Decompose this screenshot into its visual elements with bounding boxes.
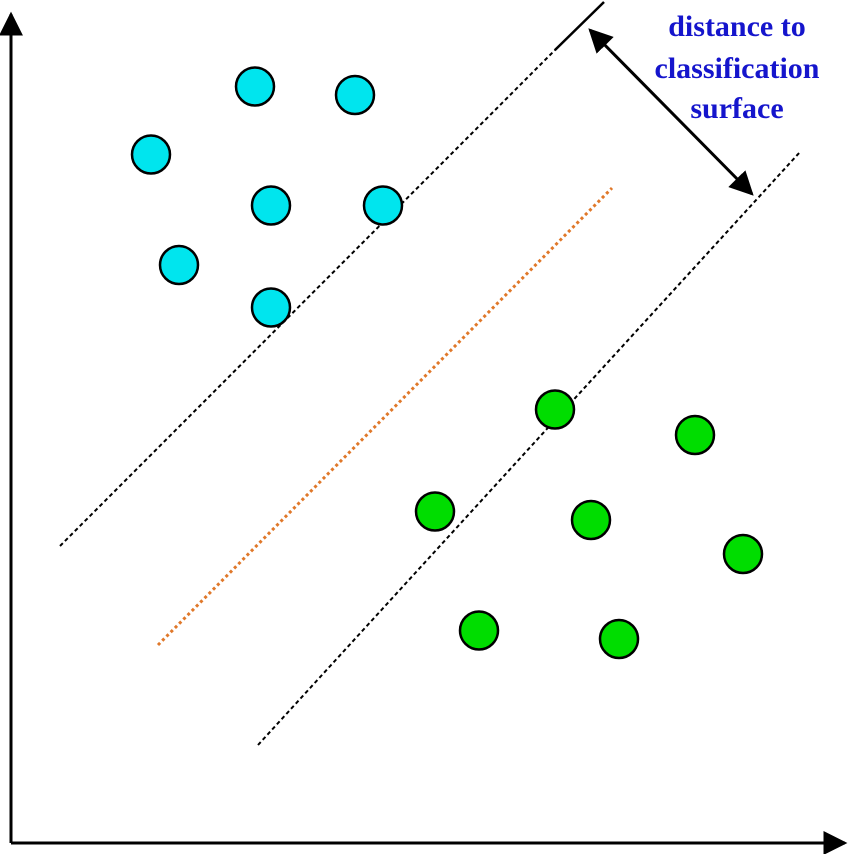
annotation-line-1: distance to bbox=[668, 10, 806, 43]
green-point-1 bbox=[534, 389, 576, 430]
distance-arrow bbox=[588, 28, 754, 196]
lower-margin-line bbox=[257, 151, 801, 746]
cyan-point-7 bbox=[250, 287, 292, 328]
upper-margin-line bbox=[59, 47, 558, 547]
annotation-line-3: surface bbox=[690, 92, 783, 125]
cyan-point-3 bbox=[334, 74, 376, 116]
cyan-point-2 bbox=[234, 66, 276, 107]
upper-margin-line-extension bbox=[554, 1, 605, 51]
green-point-6 bbox=[458, 610, 500, 651]
green-point-2 bbox=[674, 414, 716, 456]
green-point-5 bbox=[722, 533, 764, 575]
annotation-line-2: classification bbox=[655, 52, 820, 85]
data-points bbox=[130, 66, 764, 660]
cyan-point-5 bbox=[362, 185, 404, 226]
cyan-point-6 bbox=[158, 244, 200, 286]
cyan-point-1 bbox=[130, 134, 172, 175]
green-point-4 bbox=[570, 499, 612, 541]
decision-boundary-line bbox=[156, 186, 614, 647]
green-point-7 bbox=[598, 618, 640, 660]
green-point-3 bbox=[414, 491, 456, 532]
cyan-point-4 bbox=[250, 185, 292, 226]
